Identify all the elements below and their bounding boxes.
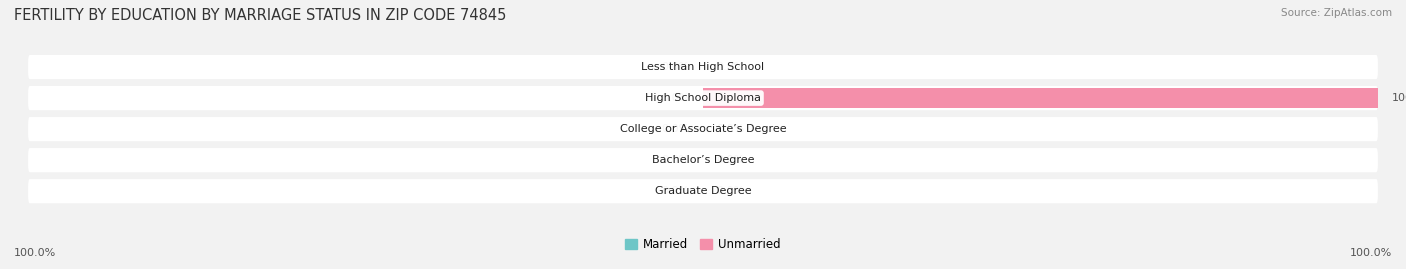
Text: 0.0%: 0.0%	[661, 124, 689, 134]
Text: 0.0%: 0.0%	[661, 93, 689, 103]
FancyBboxPatch shape	[28, 117, 1378, 141]
Text: Graduate Degree: Graduate Degree	[655, 186, 751, 196]
Text: 100.0%: 100.0%	[14, 248, 56, 258]
Text: FERTILITY BY EDUCATION BY MARRIAGE STATUS IN ZIP CODE 74845: FERTILITY BY EDUCATION BY MARRIAGE STATU…	[14, 8, 506, 23]
Legend: Married, Unmarried: Married, Unmarried	[620, 233, 786, 256]
Text: Less than High School: Less than High School	[641, 62, 765, 72]
Text: 0.0%: 0.0%	[661, 62, 689, 72]
Text: 100.0%: 100.0%	[1350, 248, 1392, 258]
Text: Bachelor’s Degree: Bachelor’s Degree	[652, 155, 754, 165]
Text: 0.0%: 0.0%	[717, 62, 745, 72]
FancyBboxPatch shape	[28, 86, 1378, 110]
Text: College or Associate’s Degree: College or Associate’s Degree	[620, 124, 786, 134]
Text: 0.0%: 0.0%	[717, 155, 745, 165]
Text: 0.0%: 0.0%	[661, 186, 689, 196]
Text: 100.0%: 100.0%	[1392, 93, 1406, 103]
FancyBboxPatch shape	[28, 148, 1378, 172]
FancyBboxPatch shape	[28, 179, 1378, 203]
FancyBboxPatch shape	[28, 55, 1378, 79]
Text: 0.0%: 0.0%	[717, 186, 745, 196]
Text: 0.0%: 0.0%	[661, 155, 689, 165]
Text: 0.0%: 0.0%	[717, 124, 745, 134]
Text: High School Diploma: High School Diploma	[645, 93, 761, 103]
Text: Source: ZipAtlas.com: Source: ZipAtlas.com	[1281, 8, 1392, 18]
Bar	[703, 89, 1378, 108]
